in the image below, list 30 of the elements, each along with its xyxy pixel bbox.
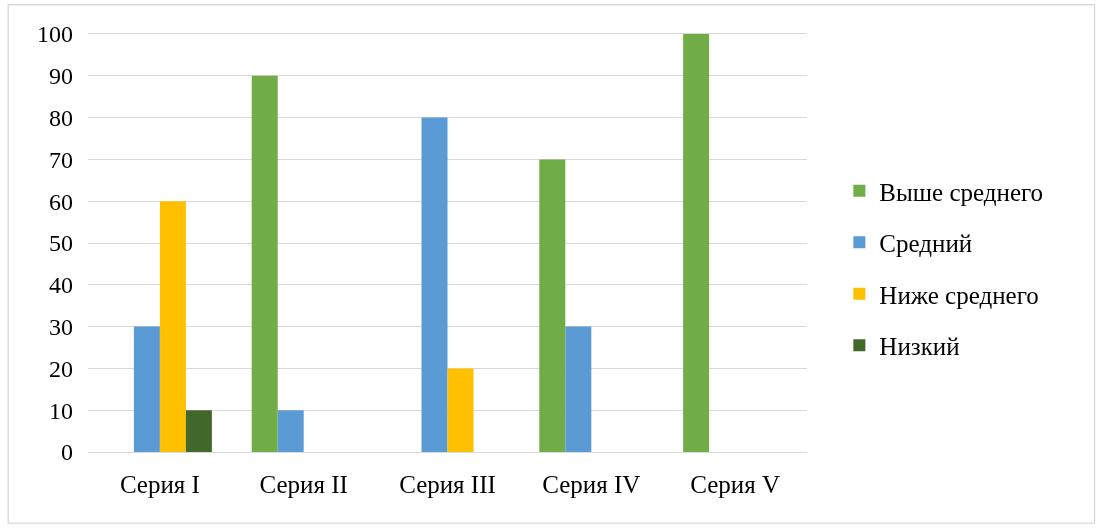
legend-label: Низкий [879,333,960,361]
y-tick-label: 90 [49,63,73,90]
y-tick-label: 20 [49,355,73,382]
legend-label: Выше среднего [879,178,1044,206]
y-tick-label: 50 [49,230,73,257]
bar [447,368,474,452]
x-tick-label: Серия II [259,471,348,499]
bar [421,117,448,452]
legend-label: Средний [879,230,973,258]
y-tick-label: 60 [49,188,73,215]
x-tick-label: Серия III [399,471,496,499]
bar [565,326,592,452]
bar [133,326,160,452]
bar [683,34,710,452]
x-tick-label: Серия V [690,471,780,499]
y-tick-label: 70 [49,146,73,173]
y-tick-label: 0 [61,439,73,466]
y-tick-label: 100 [37,21,73,48]
y-tick-label: 10 [49,397,73,424]
bar [539,159,566,452]
bar [185,410,212,452]
bar [159,201,186,452]
y-tick-label: 40 [49,272,73,299]
x-tick-label: Серия I [119,471,200,499]
y-tick-label: 30 [49,314,73,340]
legend-label: Ниже среднего [879,281,1039,309]
bar [251,75,278,452]
bar [277,410,304,452]
x-tick-label: Серия IV [542,471,641,499]
y-tick-label: 80 [49,105,73,131]
